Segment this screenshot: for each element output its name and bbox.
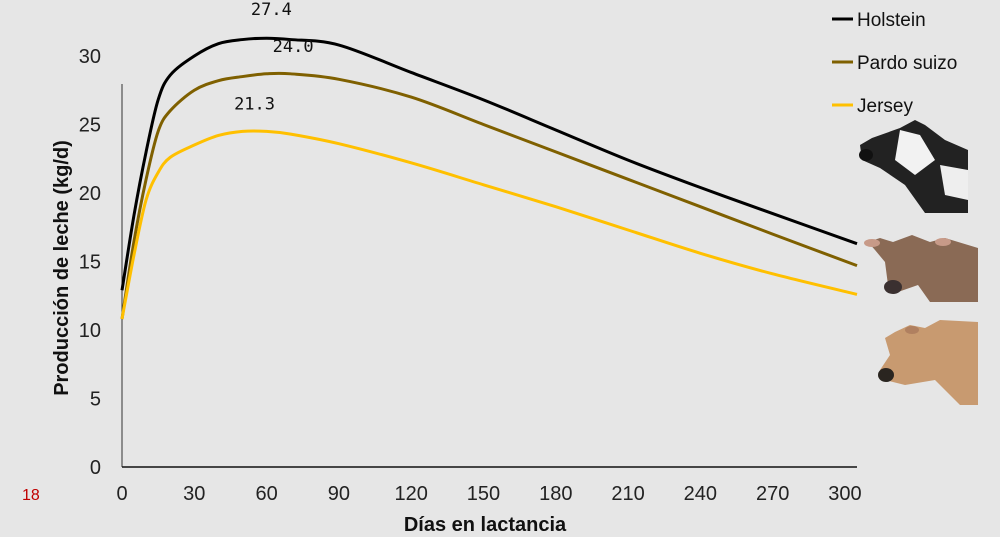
- x-tick-label: 30: [183, 483, 205, 505]
- y-tick-label: 0: [90, 457, 101, 479]
- x-axis-title: Días en lactancia: [404, 514, 567, 536]
- data-label: 27.4: [251, 0, 292, 20]
- data-label: 24.0: [273, 37, 314, 57]
- series-line-pardo-suizo: [120, 71, 858, 320]
- x-tick-label: 120: [394, 483, 427, 505]
- y-tick-label: 10: [79, 320, 101, 342]
- x-tick-label: 150: [467, 483, 500, 505]
- brown-swiss-cow-image: [864, 235, 978, 302]
- x-tick-label: 270: [756, 483, 789, 505]
- x-tick-label: 300: [828, 483, 861, 505]
- data-label: 21.3: [234, 94, 275, 114]
- holstein-cow-image: [859, 120, 968, 213]
- series-line-jersey: [120, 129, 858, 320]
- y-tick-label: 25: [79, 115, 101, 137]
- x-tick-label: 240: [684, 483, 717, 505]
- x-tick-label: 90: [328, 483, 350, 505]
- legend-label: Holstein: [857, 10, 926, 31]
- y-axis-title: Producción de leche (kg/d): [51, 140, 73, 396]
- y-tick-label: 30: [79, 46, 101, 68]
- y-tick-label: 20: [79, 183, 101, 205]
- page-number: 18: [22, 487, 40, 504]
- legend-label: Jersey: [857, 96, 913, 117]
- x-tick-label: 60: [255, 483, 277, 505]
- y-tick-label: 15: [79, 252, 101, 274]
- x-tick-label: 180: [539, 483, 572, 505]
- x-tick-label: 210: [611, 483, 644, 505]
- jersey-cow-image: [878, 320, 978, 405]
- y-tick-label: 5: [90, 389, 101, 411]
- x-tick-label: 0: [116, 483, 127, 505]
- series-line-holstein: [120, 36, 858, 291]
- legend-label: Pardo suizo: [857, 53, 957, 74]
